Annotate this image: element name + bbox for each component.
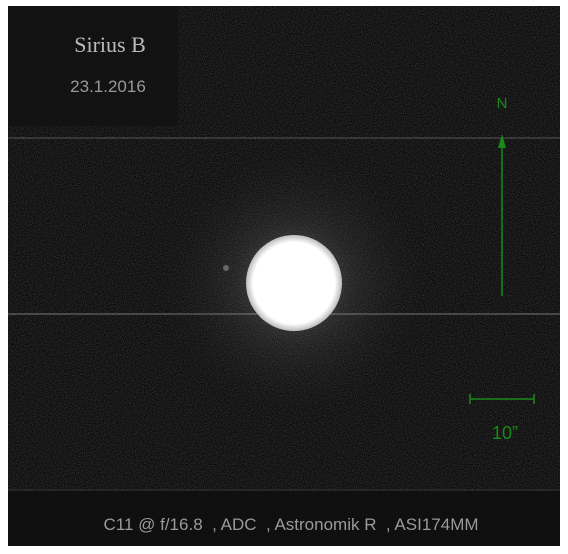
- caption: C11 @ f/16.8 , ADC , Astronomik R , ASI1…: [103, 515, 478, 534]
- sirius-b: [223, 265, 229, 271]
- title: Sirius B: [74, 32, 146, 57]
- sirius-a: [246, 235, 342, 331]
- date: 23.1.2016: [70, 77, 146, 96]
- north-arrowhead: [498, 134, 506, 148]
- title-panel: [8, 6, 178, 126]
- caption-panel: [8, 491, 560, 546]
- scale-label: 10”: [492, 423, 518, 443]
- north-label: N: [497, 95, 508, 112]
